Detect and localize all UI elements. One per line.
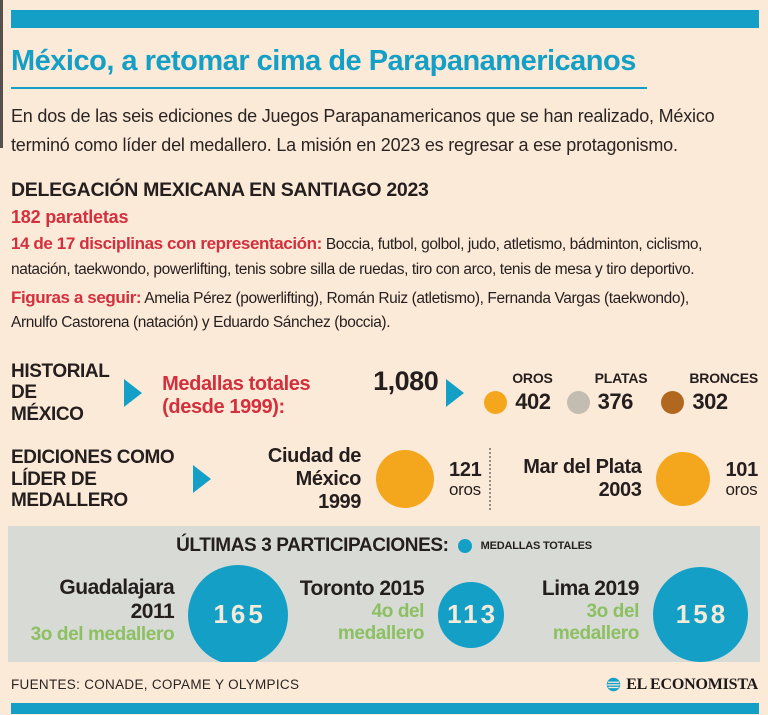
gold-medal-circle-icon <box>656 452 711 507</box>
page-title: México, a retomar cima de Parapanamerica… <box>11 45 636 77</box>
participacion-city: Guadalajara 2011 <box>59 575 175 623</box>
gold-dot-icon <box>484 390 508 414</box>
total-medals-bubble: 113 <box>438 581 505 648</box>
historial-section: HISTORIAL DE MÉXICO Medallas totales (de… <box>11 361 758 425</box>
historial-label: HISTORIAL DE MÉXICO <box>11 361 110 425</box>
medal-breakdown: OROS 402 PLATAS 376 BRONCES 302 <box>484 370 758 415</box>
title-underline <box>11 87 647 89</box>
bottom-accent-bar <box>11 702 759 714</box>
ediciones-section: EDICIONES COMO LÍDER DE MEDALLERO Ciudad… <box>11 445 758 514</box>
participaciones-title: ÚLTIMAS 3 PARTICIPACIONES: <box>176 534 449 556</box>
dotted-divider <box>489 448 492 511</box>
disciplines-line: 14 de 17 disciplinas con representación:… <box>11 231 758 281</box>
edicion-oros: 121 oros <box>449 458 482 500</box>
edicion-oros: 101 oros <box>725 458 758 500</box>
medal-value: 302 <box>692 389 728 415</box>
edicion-city-year: Ciudad de México 1999 <box>227 445 361 514</box>
medal-label: PLATAS <box>594 370 648 387</box>
arrow-right-icon <box>124 378 143 407</box>
medal-totals: Medallas totales (desde 1999): 1,080 <box>162 366 439 419</box>
edicion-city-year: Mar del Plata 2003 <box>519 456 642 502</box>
edicion-oros-unit: oros <box>725 479 758 499</box>
medal-item-bronces: BRONCES 302 <box>661 370 758 415</box>
disciplines-text: Boccia, futbol, golbol, judo, atletismo,… <box>11 236 703 278</box>
el-economista-wordmark: EL ECONOMISTA <box>626 675 758 693</box>
sources-text: FUENTES: CONADE, COPAME Y OLYMPICS <box>11 677 300 693</box>
athletes-count: 182 paratletas <box>11 207 129 228</box>
medal-label: BRONCES <box>689 370 758 387</box>
ediciones-label: EDICIONES COMO LÍDER DE MEDALLERO <box>11 447 175 511</box>
intro-text: En dos de las seis ediciones de Juegos P… <box>11 106 715 156</box>
arrow-right-icon <box>193 465 211 494</box>
participaciones-header: ÚLTIMAS 3 PARTICIPACIONES: MEDALLAS TOTA… <box>8 526 760 557</box>
gold-medal-circle-icon <box>376 450 434 509</box>
medal-row: 376 <box>566 389 634 415</box>
participacion-rank: 3o del medallero <box>552 600 640 644</box>
delegation-heading: DELEGACIÓN MEXICANA EN SANTIAGO 2023 <box>11 179 429 202</box>
disciplines-label: 14 de 17 disciplinas con representación: <box>11 234 322 254</box>
arrow-right-icon <box>446 378 465 407</box>
el-economista-globe-icon <box>606 678 621 692</box>
participacion-city: Lima 2019 <box>541 576 640 600</box>
medal-item-platas: PLATAS 376 <box>566 370 648 415</box>
medal-row: 302 <box>661 389 728 415</box>
medal-label: OROS <box>512 370 553 387</box>
figures-text: Amelia Pérez (powerlifting), Román Ruiz … <box>11 289 689 332</box>
participacion-text: Toronto 2015 4o del medallero <box>288 576 425 645</box>
medal-value: 402 <box>515 389 551 415</box>
top-accent-bar <box>11 10 759 28</box>
medal-value: 376 <box>597 389 634 415</box>
total-medals-bubble: 158 <box>653 567 748 662</box>
participacion-city: Toronto 2015 <box>299 576 425 600</box>
participacion-rank: 3o del medallero <box>30 623 175 645</box>
edicion-item-1999: Ciudad de México 1999 121 oros <box>211 445 482 514</box>
edicion-city: Ciudad de México <box>267 444 361 490</box>
bronze-dot-icon <box>661 390 685 414</box>
participacion-toronto-2015: Toronto 2015 4o del medallero 113 <box>288 574 505 648</box>
participaciones-legend: MEDALLAS TOTALES <box>480 539 592 552</box>
silver-dot-icon <box>566 390 590 414</box>
medallas-totales-dot-icon <box>457 538 472 553</box>
edicion-year: 1999 <box>318 490 361 513</box>
el-economista-logo: EL ECONOMISTA <box>606 676 758 694</box>
edicion-city: Mar del Plata <box>523 456 642 479</box>
participacion-text: Lima 2019 3o del medallero <box>504 576 640 645</box>
participaciones-items: Guadalajara 2011 3o del medallero 165 To… <box>8 559 760 662</box>
participacion-rank: 4o del medallero <box>337 600 425 644</box>
participacion-text: Guadalajara 2011 3o del medallero <box>20 575 175 646</box>
edicion-oros-value: 101 <box>725 458 758 481</box>
medal-row: 402 <box>484 389 551 415</box>
edicion-oros-unit: oros <box>449 479 481 499</box>
edicion-year: 2003 <box>598 479 642 502</box>
participacion-guadalajara-2011: Guadalajara 2011 3o del medallero 165 <box>20 557 289 662</box>
figures-line: Figuras a seguir: Amelia Pérez (powerlif… <box>11 285 758 335</box>
delegation-section: DELEGACIÓN MEXICANA EN SANTIAGO 2023 182… <box>11 179 758 335</box>
medal-item-oros: OROS 402 <box>484 370 553 415</box>
edicion-oros-value: 121 <box>449 458 482 481</box>
left-edge-shadow <box>0 0 3 148</box>
participacion-lima-2019: Lima 2019 3o del medallero 158 <box>504 559 748 662</box>
edicion-item-2003: Mar del Plata 2003 101 oros <box>503 452 758 507</box>
total-medals-bubble: 165 <box>188 564 289 662</box>
footer: FUENTES: CONADE, COPAME Y OLYMPICS EL EC… <box>11 676 758 694</box>
participaciones-band: ÚLTIMAS 3 PARTICIPACIONES: MEDALLAS TOTA… <box>8 525 760 662</box>
medal-totals-label: Medallas totales (desde 1999): <box>162 373 311 419</box>
figures-label: Figuras a seguir: <box>11 287 142 307</box>
medal-totals-value: 1,080 <box>373 366 439 397</box>
